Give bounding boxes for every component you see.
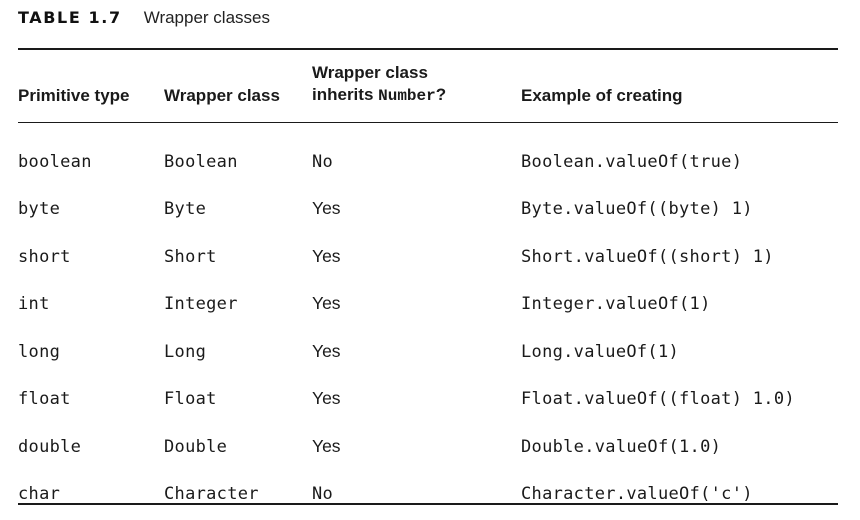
cell-example: Double.valueOf(1.0) xyxy=(521,436,722,457)
cell-inherits: No xyxy=(312,484,334,504)
cell-primitive: double xyxy=(18,436,82,457)
header-example-of-creating: Example of creating xyxy=(521,86,683,105)
cell-wrapper: Float xyxy=(164,389,217,409)
cell-wrapper: Character xyxy=(164,484,259,504)
cell-primitive: int xyxy=(18,294,50,314)
cell-inherits: Yes xyxy=(312,245,341,266)
cell-primitive: float xyxy=(18,389,71,409)
header-inherits-number: Wrapper class inherits Number? xyxy=(312,50,521,122)
cell-wrapper: Boolean xyxy=(164,151,238,172)
cell-wrapper: Short xyxy=(164,246,217,267)
table-row: float Float Yes Float.valueOf((float) 1.… xyxy=(18,362,838,409)
cell-example: Character.valueOf('c') xyxy=(521,484,753,504)
header-inherits-line1: Wrapper class xyxy=(312,63,428,82)
cell-wrapper: Long xyxy=(164,341,207,362)
cell-example: Long.valueOf(1) xyxy=(521,341,680,362)
table-caption: TABLE 1.7 Wrapper classes xyxy=(18,8,270,30)
cell-inherits: Yes xyxy=(312,388,341,408)
cell-example: Short.valueOf((short) 1) xyxy=(521,246,774,267)
cell-wrapper: Byte xyxy=(164,199,207,219)
bottom-rule xyxy=(18,503,838,505)
table-row: int Integer Yes Integer.valueOf(1) xyxy=(18,267,838,314)
cell-inherits: No xyxy=(312,151,334,172)
table-row: char Character No Character.valueOf('c') xyxy=(18,457,838,504)
wrapper-classes-table: Primitive type Wrapper class Wrapper cla… xyxy=(18,50,838,504)
cell-example: Byte.valueOf((byte) 1) xyxy=(521,199,753,219)
table-number-label: TABLE 1.7 xyxy=(18,8,122,27)
cell-example: Integer.valueOf(1) xyxy=(521,294,711,314)
table-title: Wrapper classes xyxy=(143,8,270,27)
table-header-row: Primitive type Wrapper class Wrapper cla… xyxy=(18,50,838,122)
header-primitive-type: Primitive type xyxy=(18,86,130,105)
header-inherits-code: Number xyxy=(378,87,436,105)
top-rule xyxy=(18,48,838,50)
header-wrapper-class: Wrapper class xyxy=(164,86,280,105)
cell-inherits: Yes xyxy=(312,435,341,456)
cell-inherits: Yes xyxy=(312,340,341,361)
cell-primitive: long xyxy=(18,341,61,362)
cell-inherits: Yes xyxy=(312,293,341,313)
table-row: boolean Boolean No Boolean.valueOf(true) xyxy=(18,122,838,172)
header-inherits-suffix: ? xyxy=(435,85,447,104)
header-inherits-prefix: inherits xyxy=(312,85,379,104)
cell-example: Boolean.valueOf(true) xyxy=(521,151,743,172)
cell-wrapper: Integer xyxy=(164,294,238,314)
cell-primitive: byte xyxy=(18,199,61,219)
cell-wrapper: Double xyxy=(164,436,228,457)
header-rule xyxy=(18,122,838,123)
cell-primitive: char xyxy=(18,484,61,504)
table-row: double Double Yes Double.valueOf(1.0) xyxy=(18,409,838,457)
table-row: short Short Yes Short.valueOf((short) 1) xyxy=(18,219,838,267)
table-row: byte Byte Yes Byte.valueOf((byte) 1) xyxy=(18,172,838,219)
table-row: long Long Yes Long.valueOf(1) xyxy=(18,314,838,362)
cell-example: Float.valueOf((float) 1.0) xyxy=(521,389,795,409)
cell-inherits: Yes xyxy=(312,198,341,218)
cell-primitive: short xyxy=(18,246,71,267)
cell-primitive: boolean xyxy=(18,151,92,172)
